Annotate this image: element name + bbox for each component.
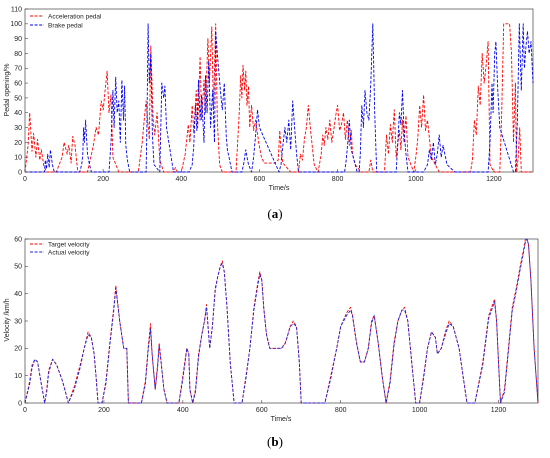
panel-a-y-tick-label: 80 — [14, 51, 22, 58]
panel-a-x-ticks: 0 200 400 600 800 1000 1200 — [23, 169, 502, 183]
panel-b-caption: (b) — [267, 434, 283, 449]
panel-b-series-actual-velocity-line — [24, 238, 539, 404]
panel-b-x-tick-label: 1000 — [412, 407, 428, 414]
panel-a-legend: Acceleration pedal Brake pedal — [30, 13, 102, 29]
panel-b-y-axis-label: Velocity /km/h — [4, 298, 11, 341]
panel-a-caption: (a) — [267, 206, 282, 221]
panel-b-series-target-velocity-line — [24, 238, 539, 404]
panel-a-y-tick-label: 110 — [11, 6, 22, 13]
panel-a-caption-letter: a — [272, 206, 279, 221]
panel-b-x-tick-label: 1200 — [491, 407, 507, 414]
panel-a-y-ticks: 0 10 20 30 40 50 60 70 80 90 100 110 — [10, 6, 28, 176]
panel-a-y-axis-label: Pedal opening/% — [4, 64, 11, 117]
panel-a-x-tick-label: 1000 — [408, 176, 424, 183]
panel-a-y-tick-label: 100 — [10, 21, 22, 28]
panel-a-y-tick-label: 70 — [14, 66, 22, 73]
panel-a-x-tick-label: 600 — [254, 176, 266, 183]
panel-b-x-tick-label: 400 — [177, 407, 189, 414]
panel-b-chart: 0 200 400 600 800 1000 1200 0 10 20 30 40 50 60 Time… — [4, 236, 539, 423]
panel-b-x-tick-label: 0 — [23, 407, 27, 414]
panel-b-x-ticks: 0 200 400 600 800 1000 1200 — [23, 400, 506, 414]
panel-a-x-tick-label: 400 — [175, 176, 187, 183]
panel-b-caption-letter: b — [271, 434, 278, 449]
panel-a-x-tick-label: 0 — [23, 176, 27, 183]
panel-b-y-ticks: 0 10 20 30 40 50 60 — [14, 236, 28, 407]
panel-a-y-tick-label: 0 — [18, 169, 22, 176]
panel-a-chart: 0 200 400 600 800 1000 1200 0 10 20 30 40 50 60 70 80 9… — [4, 6, 534, 192]
panel-b-y-tick-label: 20 — [14, 346, 22, 353]
panel-a-y-tick-label: 10 — [14, 155, 22, 162]
panel-a-y-tick-label: 20 — [14, 140, 22, 147]
panel-b-y-tick-label: 50 — [14, 264, 22, 271]
panel-b-y-tick-label: 60 — [14, 236, 22, 243]
panel-b-legend: Target velocity Actual velocity — [30, 241, 90, 256]
panel-b-x-axis-label: Time/s — [271, 416, 292, 423]
panel-a-x-tick-label: 200 — [97, 176, 109, 183]
panel-b-y-tick-label: 10 — [14, 373, 22, 380]
panel-a-y-tick-label: 90 — [14, 36, 22, 43]
panel-a-x-tick-label: 800 — [332, 176, 344, 183]
panel-a-y-tick-label: 50 — [14, 95, 22, 102]
panel-b-y-tick-label: 30 — [14, 318, 22, 325]
panel-a-x-tick-label: 1200 — [486, 176, 502, 183]
panel-a-series-brake-pedal-line — [25, 23, 534, 173]
panel-a-y-tick-label: 60 — [14, 80, 22, 87]
panel-b-x-tick-label: 600 — [256, 407, 268, 414]
panel-a-legend-label-acceleration: Acceleration pedal — [48, 13, 102, 20]
panel-b-y-tick-label: 40 — [14, 291, 22, 298]
panel-b-series-group — [24, 238, 539, 404]
panel-a-series-group — [24, 23, 534, 173]
panel-b-x-tick-label: 200 — [98, 407, 110, 414]
panel-a-y-tick-label: 30 — [14, 125, 22, 132]
panel-a-y-tick-label: 40 — [14, 110, 22, 117]
panel-a-legend-label-brake: Brake pedal — [48, 22, 83, 29]
panel-a-series-acceleration-pedal-line — [24, 23, 533, 173]
panel-b-y-tick-label: 0 — [18, 400, 22, 407]
panel-a-x-axis-label: Time/s — [269, 185, 290, 192]
panel-b-legend-label-target: Target velocity — [48, 241, 90, 248]
panel-b-legend-label-actual: Actual velocity — [48, 249, 90, 256]
panel-b-plot-area — [24, 238, 539, 404]
panel-b-x-tick-label: 800 — [335, 407, 347, 414]
